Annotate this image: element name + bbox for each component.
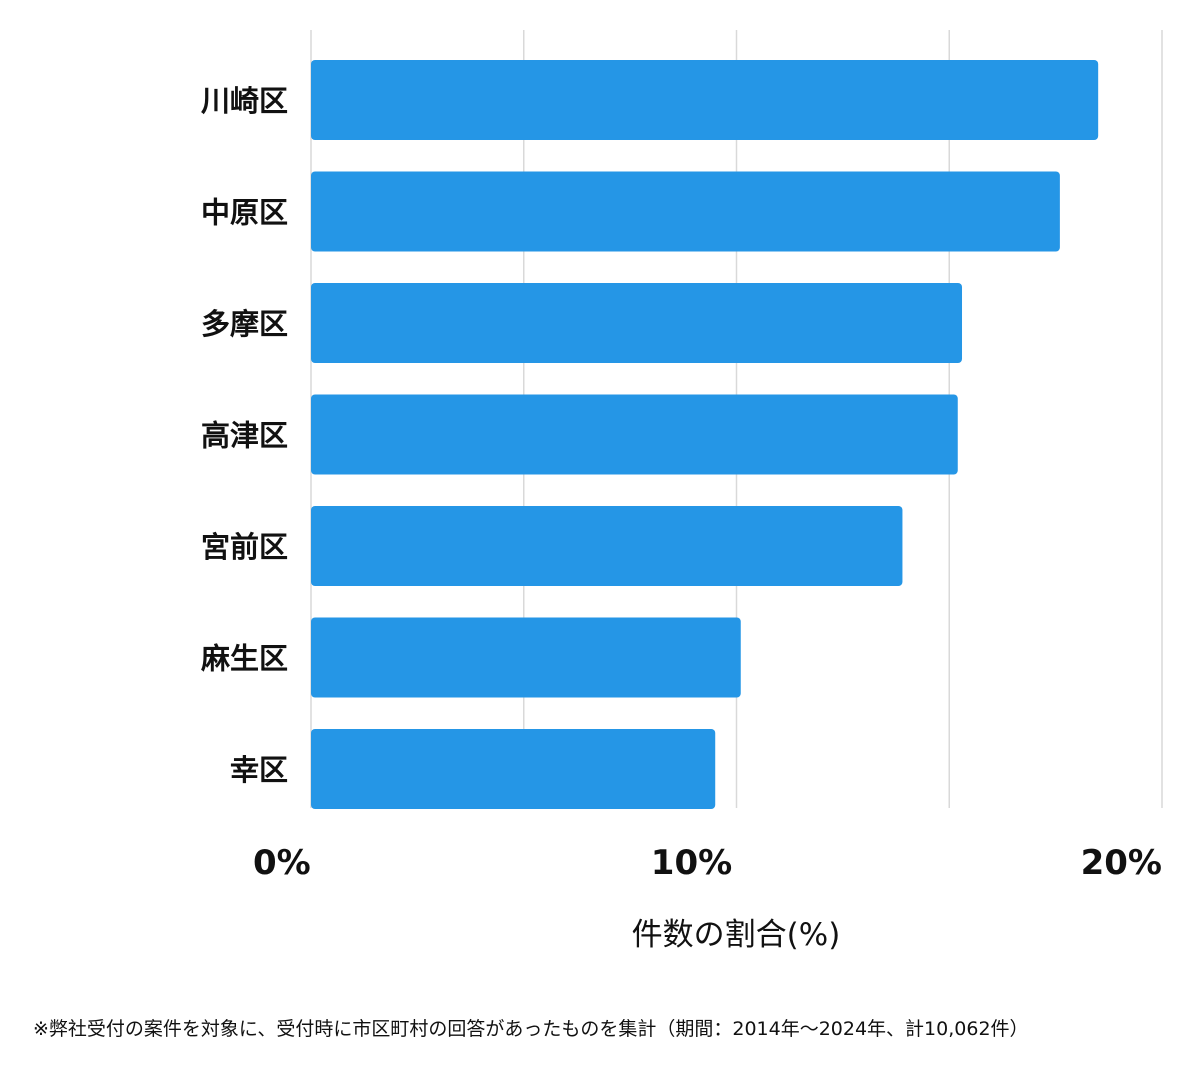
category-label: 幸区 — [230, 753, 288, 787]
category-label: 中原区 — [201, 196, 288, 230]
bar-3 — [311, 283, 963, 363]
footnote: ※弊社受付の案件を対象に、受付時に市区町村の回答があったものを集計（期間：201… — [33, 1018, 1029, 1040]
x-tick-labels: 0% 10% 20% — [253, 843, 1162, 883]
category-label: 多摩区 — [201, 307, 288, 341]
x-axis-title: 件数の割合(%) — [632, 917, 841, 953]
bar-2 — [311, 171, 1060, 252]
x-tick-label: 10% — [651, 843, 732, 883]
bar-1 — [311, 60, 1099, 140]
x-tick-label: 20% — [1081, 843, 1162, 883]
x-tick-label: 0% — [253, 843, 311, 883]
bar-4 — [311, 394, 958, 475]
bars — [311, 60, 1099, 809]
category-label: 宮前区 — [201, 530, 288, 564]
category-label: 高津区 — [201, 419, 288, 453]
category-label: 麻生区 — [201, 642, 288, 676]
category-label: 川崎区 — [201, 84, 288, 118]
bar-6 — [311, 617, 741, 698]
bar-7 — [311, 729, 716, 809]
bar-5 — [311, 506, 903, 586]
